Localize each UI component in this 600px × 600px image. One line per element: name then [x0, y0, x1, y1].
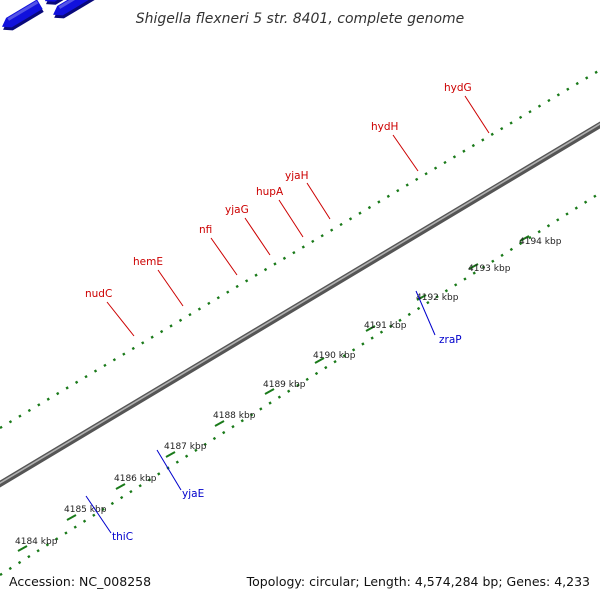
hemE-leader	[157, 269, 184, 307]
tick-label-4185: 4185 kbp	[64, 505, 107, 515]
tick-label-4187: 4187 kbp	[164, 442, 207, 452]
genome-summary-text: Topology: circular; Length: 4,574,284 bp…	[246, 574, 590, 589]
tick-mark-4190	[314, 357, 325, 364]
blue-gene-6[interactable]	[44, 0, 135, 5]
forward-gene-labels: nudC hemE nfi yjaG hupA yjaH hydH hydG	[85, 82, 472, 300]
genome-backbone-highlight	[0, 123, 600, 484]
gene-label-nudC: nudC	[85, 288, 112, 300]
thiC-leader	[85, 495, 112, 534]
blue-gene-5-highlight	[7, 0, 39, 21]
gene-label-thiC: thiC	[112, 531, 133, 543]
gene-label-hupA: hupA	[256, 186, 284, 198]
tick-label-4189: 4189 kbp	[263, 380, 306, 390]
gene-label-hydH: hydH	[371, 121, 398, 133]
yjaG-leader	[244, 217, 271, 256]
reverse-gene-labels: zraP yjaE thiC	[112, 334, 462, 543]
tick-mark-4187	[165, 451, 176, 458]
reverse-label-leaders	[85, 290, 436, 534]
yjaH-leader	[306, 182, 331, 220]
blue-gene-7-highlight	[58, 0, 75, 9]
yjaE-leader	[156, 449, 182, 491]
gene-label-hemE: hemE	[133, 256, 163, 268]
gene-label-nfi: nfi	[199, 224, 212, 236]
tick-label-4193: 4193 kbp	[468, 264, 511, 274]
hupA-leader	[278, 199, 304, 238]
tick-label-4184: 4184 kbp	[15, 537, 58, 547]
tick-label-4186: 4186 kbp	[114, 474, 157, 484]
blue-gene-7[interactable]	[53, 0, 146, 19]
nudC-leader	[106, 301, 135, 337]
gene-features	[2, 0, 146, 31]
accession-text: Accession: NC_008258	[9, 574, 151, 589]
gene-label-zraP: zraP	[439, 334, 462, 346]
map-title: Shigella flexneri 5 str. 8401, complete …	[136, 11, 465, 27]
nfi-leader	[210, 237, 238, 276]
tick-mark-4189	[264, 388, 275, 395]
tick-mark-4194	[519, 235, 530, 242]
tick-mark-4185	[66, 514, 77, 521]
tick-label-4191: 4191 kbp	[364, 321, 407, 331]
blue-gene-7-face	[53, 0, 89, 16]
tick-mark-4192	[416, 294, 427, 301]
gene-label-yjaG: yjaG	[225, 204, 249, 216]
tick-mark-4193	[468, 263, 479, 270]
tick-mark-4184	[17, 545, 28, 552]
zraP-leader	[415, 290, 436, 336]
gene-label-yjaH: yjaH	[285, 170, 308, 182]
hydH-leader	[392, 134, 419, 172]
tick-marks	[17, 235, 530, 552]
tick-mark-4188	[214, 420, 225, 427]
forward-label-leaders	[106, 95, 490, 337]
genome-backbone	[0, 121, 600, 488]
blue-gene-5-face	[2, 0, 43, 28]
tick-label-4194: 4194 kbp	[519, 237, 562, 247]
hydG-leader	[464, 95, 490, 134]
gene-label-yjaE: yjaE	[182, 488, 204, 500]
tick-mark-4186	[115, 483, 126, 490]
tick-mark-4191	[365, 325, 376, 332]
blue-gene-6-face	[44, 0, 58, 2]
blue-gene-5[interactable]	[2, 0, 44, 31]
tick-label-4192: 4192 kbp	[416, 293, 459, 303]
gene-label-hydG: hydG	[444, 82, 472, 94]
tick-label-4190: 4190 kbp	[313, 351, 356, 361]
tick-label-4188: 4188 kbp	[213, 411, 256, 421]
